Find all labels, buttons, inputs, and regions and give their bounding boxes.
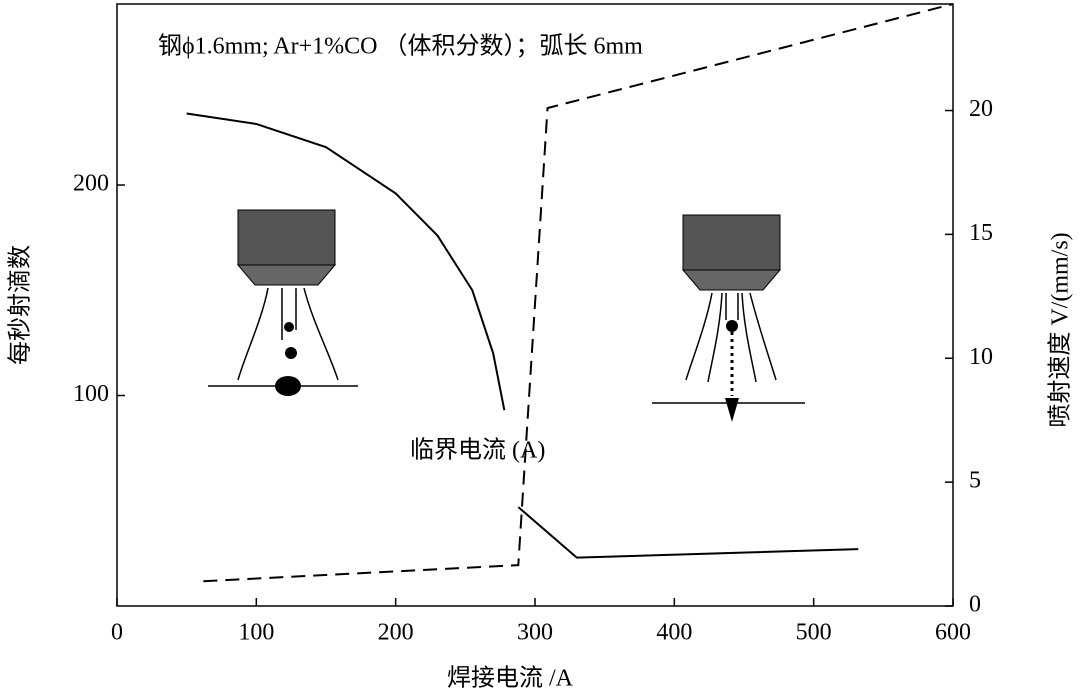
- series-line: [517, 506, 859, 559]
- series-line: [186, 112, 506, 411]
- annotation: 钢ϕ1.6mm; Ar+1%CO （体积分数）；弧长 6mm: [158, 33, 643, 60]
- x-tick-label: 200: [378, 620, 414, 646]
- y2-tick-label: 15: [969, 220, 993, 246]
- series-line: [203, 3, 954, 583]
- x-tick-label: 100: [238, 620, 274, 646]
- illustration-globular: [208, 209, 358, 396]
- illustration-spray: [652, 214, 805, 422]
- y2-tick-label: 10: [969, 344, 993, 370]
- x-tick-label: 300: [517, 620, 553, 646]
- x-tick-label: 600: [935, 620, 971, 646]
- x-tick-label: 400: [656, 620, 692, 646]
- y-tick-label: 100: [73, 381, 109, 407]
- y-tick-label: 200: [73, 171, 109, 197]
- y2-axis-label: 喷射速度 V/(mm/s): [1047, 232, 1074, 427]
- x-tick-label: 0: [111, 620, 123, 646]
- y2-tick-label: 0: [969, 592, 981, 618]
- y2-tick-label: 20: [969, 96, 993, 122]
- y2-tick-label: 5: [969, 468, 981, 494]
- annotation: 临界电流 (A): [410, 437, 545, 464]
- y-axis-label: 每秒射滴数: [7, 245, 34, 365]
- x-axis-label: 焊接电流 /A: [447, 665, 574, 692]
- x-tick-label: 500: [796, 620, 832, 646]
